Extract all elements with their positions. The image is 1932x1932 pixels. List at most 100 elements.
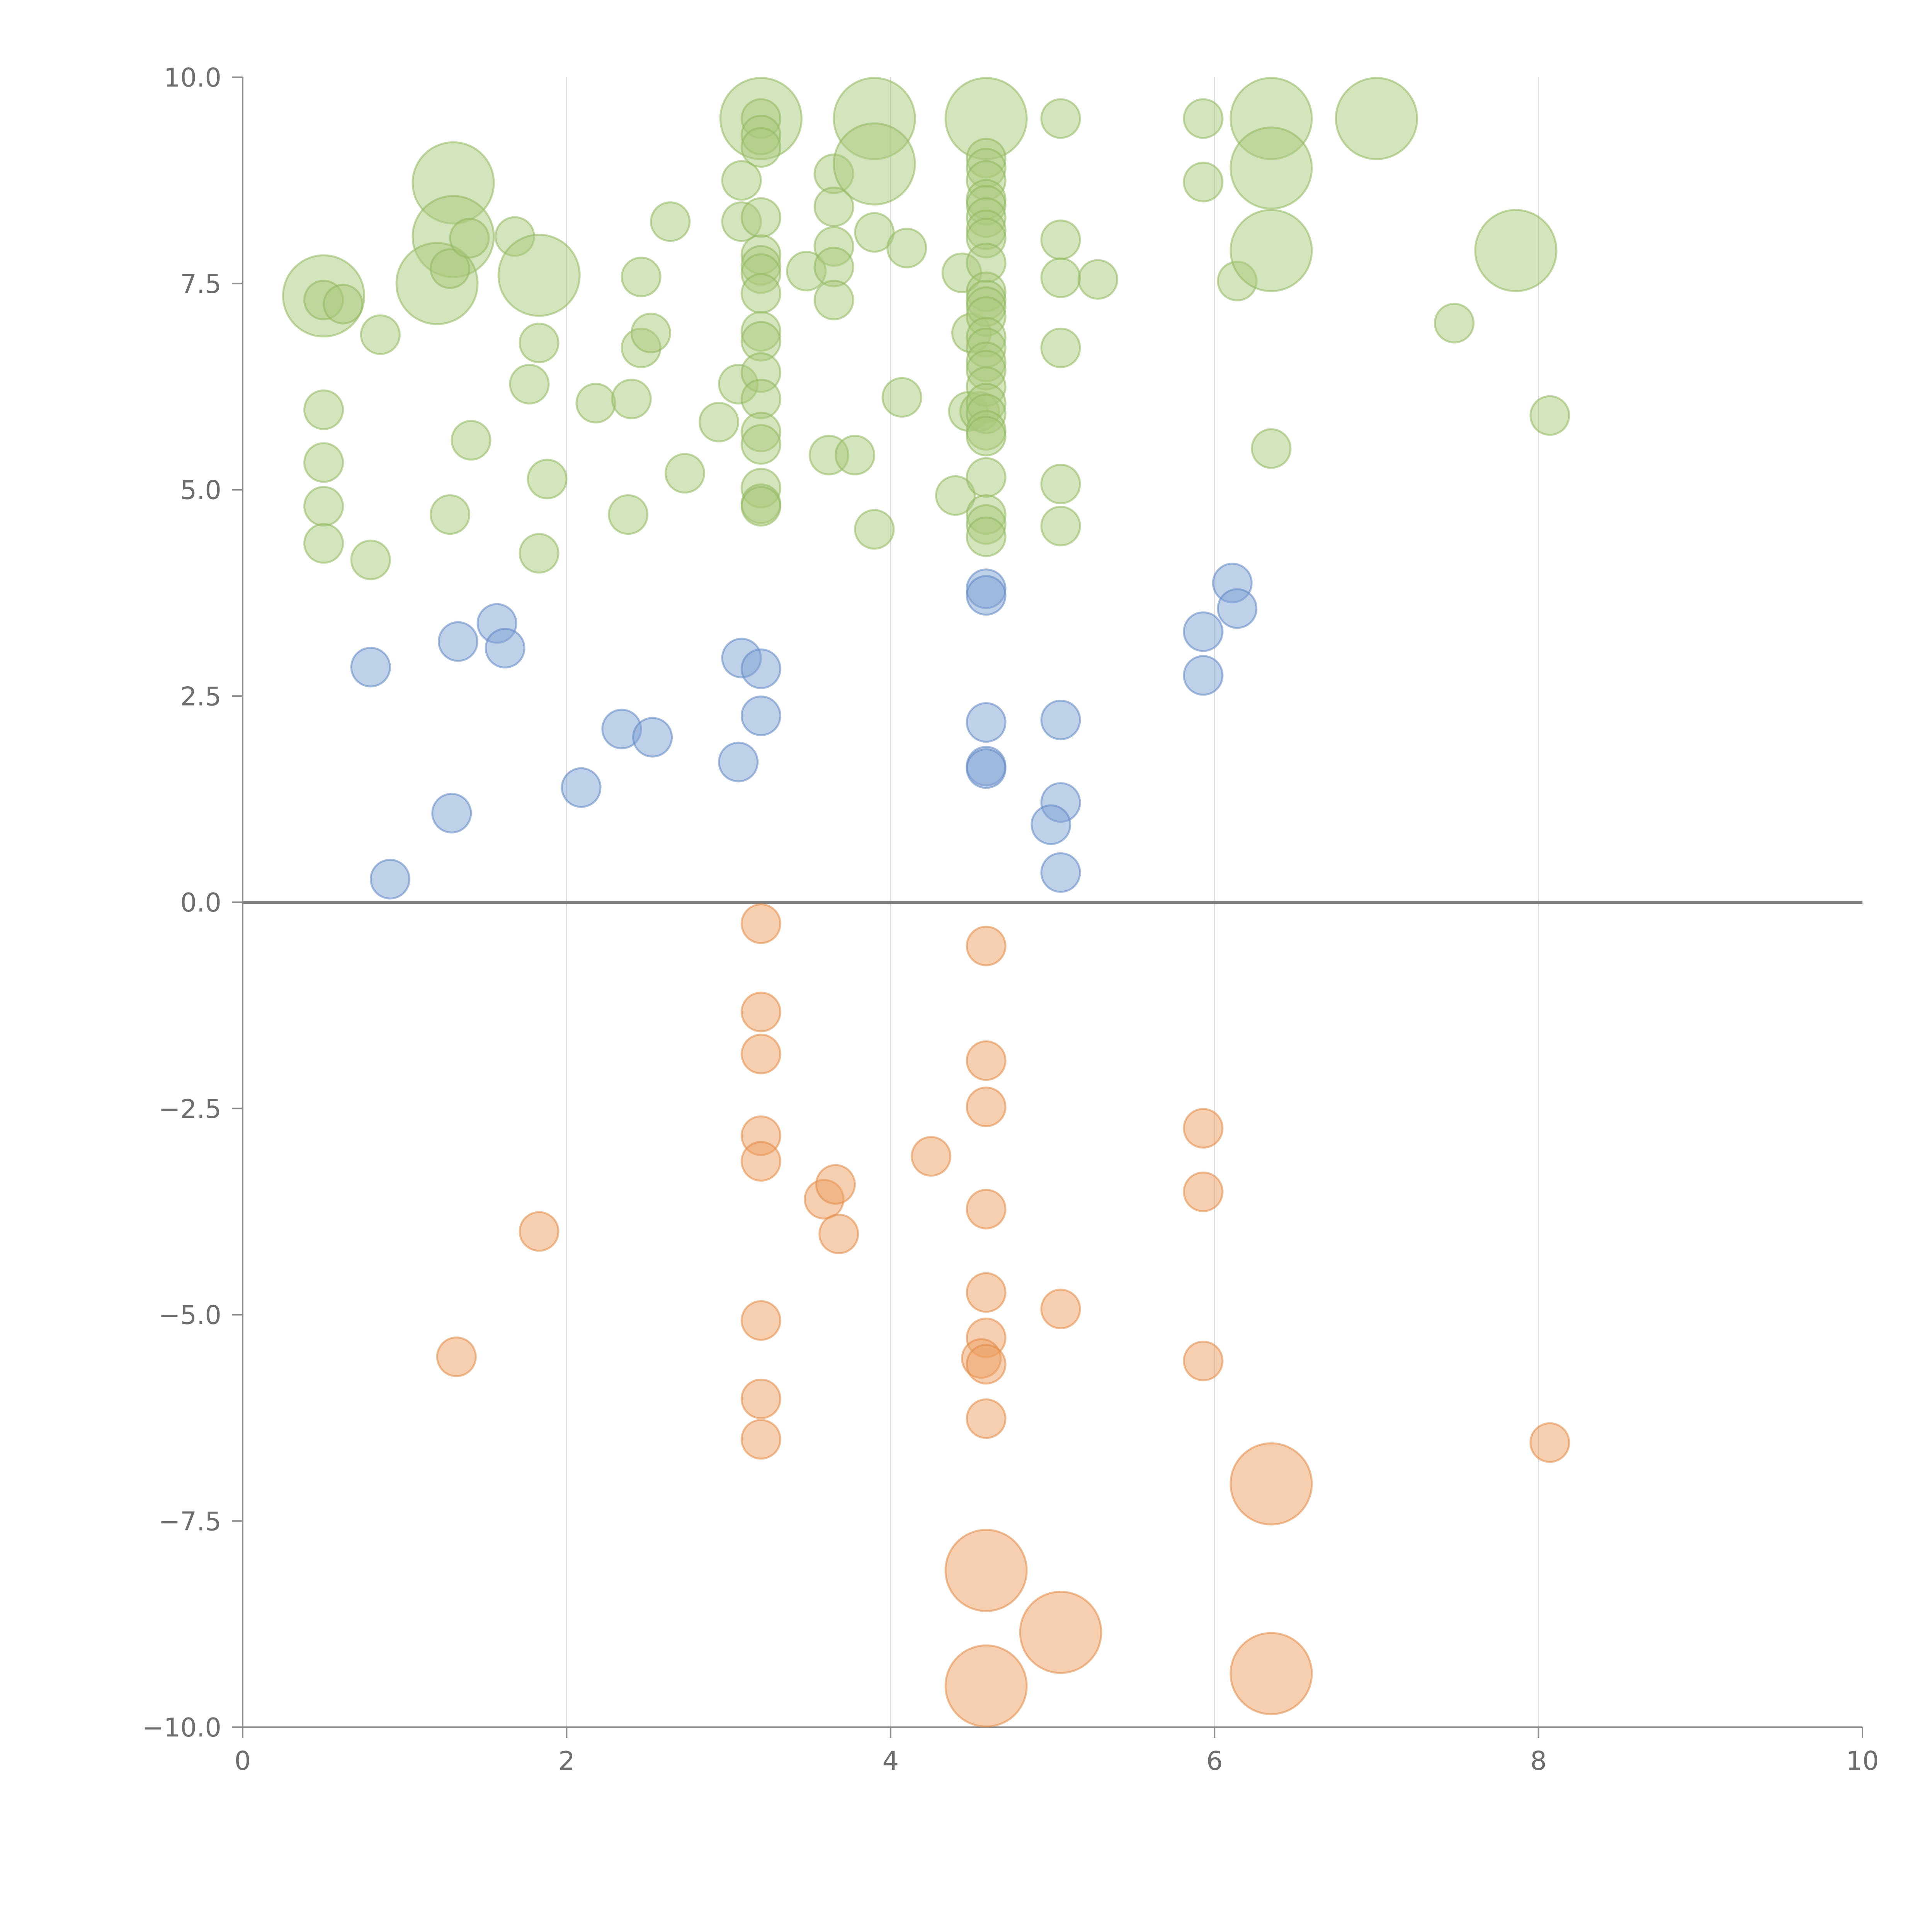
orange-bubble — [966, 1087, 1007, 1127]
blue-bubble — [966, 702, 1007, 743]
green-bubble — [1077, 259, 1118, 300]
green-bubble — [698, 401, 739, 442]
orange-bubble — [815, 1164, 856, 1205]
green-bubble — [350, 539, 391, 580]
green-bubble — [1230, 126, 1313, 210]
blue-bubble — [350, 647, 391, 687]
orange-bubble — [911, 1136, 952, 1177]
orange-bubble — [1040, 1289, 1081, 1330]
green-bubble — [519, 533, 560, 574]
green-bubble — [966, 416, 1007, 457]
x-tick-label: 0 — [235, 1746, 251, 1776]
green-bubble — [740, 273, 781, 314]
green-bubble — [740, 486, 781, 527]
y-tick-label: 10.0 — [164, 63, 221, 93]
green-bubble — [527, 459, 568, 500]
green-bubble — [1230, 209, 1313, 292]
y-tick-label: 5.0 — [180, 475, 221, 505]
orange-bubble — [1230, 1442, 1313, 1526]
green-bubble — [451, 420, 492, 461]
green-bubble — [575, 383, 616, 423]
green-bubble — [1040, 505, 1081, 546]
orange-bubble — [944, 1529, 1028, 1612]
orange-bubble — [740, 1141, 781, 1182]
x-tick-label: 10 — [1846, 1746, 1879, 1776]
orange-bubble — [1230, 1632, 1313, 1715]
y-tick-label: −7.5 — [158, 1506, 221, 1536]
blue-bubble — [1031, 804, 1071, 845]
green-bubble — [611, 379, 652, 420]
blue-bubble — [1040, 699, 1081, 740]
green-bubble — [740, 127, 781, 168]
green-bubble — [1040, 257, 1081, 298]
green-bubble — [1040, 98, 1081, 139]
blue-bubble — [740, 648, 781, 689]
green-bubble — [966, 516, 1007, 557]
green-bubble — [630, 313, 671, 354]
y-tick-label: 2.5 — [180, 681, 221, 711]
green-bubble — [740, 197, 781, 238]
orange-bubble — [1019, 1591, 1102, 1674]
blue-bubble — [632, 717, 673, 758]
orange-bubble — [740, 1419, 781, 1460]
green-bubble — [323, 284, 364, 325]
green-bubble — [1183, 162, 1224, 202]
green-bubble — [1040, 327, 1081, 368]
green-bubble — [303, 442, 344, 483]
green-bubble — [430, 494, 471, 535]
y-tick-label: −10.0 — [142, 1713, 221, 1743]
orange-bubble — [740, 903, 781, 944]
green-bubble — [509, 364, 550, 405]
green-bubble — [881, 377, 922, 418]
green-bubble — [303, 389, 344, 430]
green-bubble — [449, 218, 490, 259]
blue-bubble — [1040, 852, 1081, 893]
green-bubble — [303, 523, 344, 564]
green-bubble — [608, 494, 649, 535]
green-bubble — [430, 248, 471, 289]
y-tick-label: −2.5 — [158, 1094, 221, 1124]
orange-bubble — [818, 1213, 859, 1254]
x-tick-label: 4 — [882, 1746, 899, 1776]
green-bubble — [886, 228, 927, 269]
blue-bubble — [561, 767, 602, 808]
orange-bubble — [1183, 1108, 1224, 1149]
green-bubble — [966, 457, 1007, 498]
blue-bubble — [370, 859, 410, 900]
green-bubble — [303, 486, 344, 527]
blue-bubble — [438, 621, 478, 662]
orange-bubble — [944, 1644, 1028, 1728]
green-bubble — [935, 475, 976, 516]
orange-bubble — [966, 925, 1007, 966]
bubble-layer — [282, 77, 1570, 1728]
orange-bubble — [966, 1189, 1007, 1230]
y-tick-label: 0.0 — [180, 888, 221, 918]
orange-bubble — [1183, 1340, 1224, 1381]
orange-bubble — [740, 1034, 781, 1075]
orange-bubble — [966, 1344, 1007, 1385]
green-bubble — [1434, 303, 1475, 344]
x-tick-label: 6 — [1206, 1746, 1223, 1776]
blue-bubble — [966, 575, 1007, 616]
orange-bubble — [1529, 1422, 1570, 1463]
green-bubble — [813, 279, 854, 320]
blue-bubble — [966, 748, 1007, 789]
green-bubble — [721, 160, 762, 201]
green-bubble — [1251, 428, 1292, 469]
orange-bubble — [740, 1300, 781, 1341]
green-bubble — [664, 453, 705, 494]
green-bubble — [1040, 464, 1081, 505]
blue-bubble — [431, 793, 472, 833]
orange-bubble — [740, 1378, 781, 1419]
green-bubble — [497, 233, 581, 317]
orange-bubble — [966, 1040, 1007, 1081]
green-bubble — [854, 212, 895, 253]
blue-bubble — [1217, 588, 1258, 629]
orange-bubble — [966, 1398, 1007, 1439]
orange-bubble — [519, 1211, 560, 1252]
green-bubble — [621, 257, 662, 298]
blue-bubble — [485, 628, 526, 668]
orange-bubble — [1183, 1171, 1224, 1212]
y-tick-label: −5.0 — [158, 1300, 221, 1330]
